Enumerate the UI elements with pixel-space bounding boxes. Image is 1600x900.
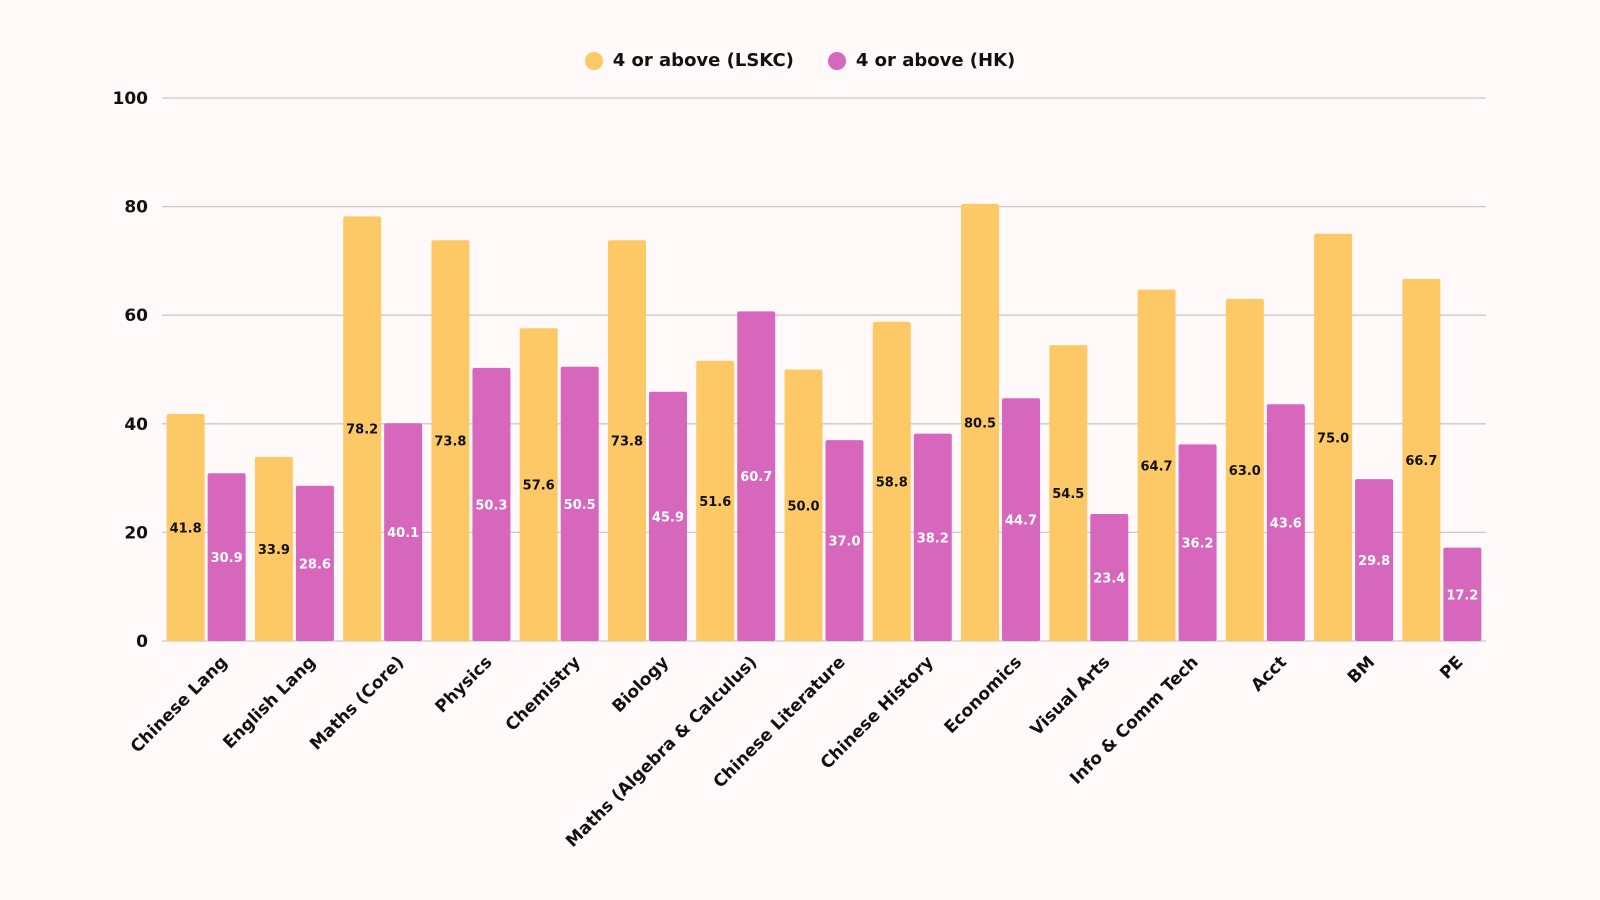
y-tick-label: 0 <box>136 632 148 652</box>
bar-lskc <box>1225 298 1264 641</box>
bar-hk <box>1355 479 1394 641</box>
x-tick-label: Biology <box>608 652 673 717</box>
x-tick-label: Maths (Core) <box>306 652 408 754</box>
x-tick-label: Maths (Algebra & Calculus) <box>562 652 761 851</box>
data-label: 38.2 <box>917 531 949 546</box>
data-label: 60.7 <box>740 470 772 485</box>
bar-lskc <box>1402 278 1441 641</box>
data-label: 75.0 <box>1317 431 1349 446</box>
bar-hk <box>384 423 423 641</box>
x-tick-label: Acct <box>1247 652 1290 695</box>
bar-lskc <box>1049 345 1088 641</box>
data-label: 43.6 <box>1270 517 1302 532</box>
data-label: 50.0 <box>787 499 819 514</box>
bar-hk <box>913 433 952 641</box>
data-label: 58.8 <box>876 475 908 490</box>
data-label: 37.0 <box>828 535 860 550</box>
bar-hk <box>648 391 687 641</box>
data-label: 64.7 <box>1141 459 1173 474</box>
bar-lskc <box>784 369 823 641</box>
bar-hk <box>472 367 511 641</box>
legend-label-lskc: 4 or above (LSKC) <box>612 50 794 71</box>
bar-lskc <box>166 414 205 641</box>
bar-lskc <box>872 321 911 641</box>
x-tick-label: BM <box>1344 652 1379 687</box>
bar-hk <box>1002 398 1041 641</box>
x-tick-label: Chemistry <box>502 652 585 735</box>
bar-lskc <box>1314 233 1353 641</box>
legend-swatch-hk <box>827 51 846 70</box>
bar-lskc <box>343 216 382 641</box>
x-tick-label: Chinese Lang <box>127 652 232 757</box>
data-label: 29.8 <box>1358 554 1390 569</box>
bar-hk <box>1090 513 1129 641</box>
bar-lskc <box>1137 289 1176 641</box>
x-tick-label: Economics <box>941 652 1026 737</box>
data-label: 80.5 <box>964 416 996 431</box>
y-tick-label: 60 <box>124 306 148 326</box>
bar-hk <box>560 366 599 641</box>
bar-hk <box>207 473 246 641</box>
legend: 4 or above (LSKC) 4 or above (HK) <box>0 50 1600 71</box>
y-tick-label: 20 <box>124 523 148 543</box>
data-label: 57.6 <box>523 479 555 494</box>
data-label: 36.2 <box>1182 537 1214 552</box>
data-label: 44.7 <box>1005 514 1037 529</box>
y-tick-label: 40 <box>124 415 148 435</box>
bar-hk <box>737 311 776 641</box>
x-tick-label: PE <box>1436 652 1467 683</box>
data-label: 78.2 <box>346 423 378 438</box>
legend-swatch-lskc <box>584 51 603 70</box>
data-label: 33.9 <box>258 543 290 558</box>
bar-hk <box>825 440 864 641</box>
data-label: 54.5 <box>1052 487 1084 502</box>
y-tick-label: 80 <box>124 198 148 218</box>
data-label: 28.6 <box>299 557 331 572</box>
bar-lskc <box>431 240 470 642</box>
data-label: 45.9 <box>652 510 684 525</box>
legend-label-hk: 4 or above (HK) <box>855 50 1016 71</box>
data-label: 51.6 <box>699 495 731 510</box>
bar-lskc <box>696 360 735 641</box>
bar-hk <box>1266 404 1305 641</box>
data-label: 50.5 <box>564 498 596 513</box>
data-label: 73.8 <box>611 435 643 450</box>
legend-item-lskc: 4 or above (LSKC) <box>584 50 794 71</box>
data-label: 63.0 <box>1229 464 1261 479</box>
bar-hk <box>295 485 334 641</box>
data-label: 50.3 <box>475 498 507 513</box>
x-tick-label: Physics <box>432 652 497 717</box>
data-label: 17.2 <box>1446 588 1478 603</box>
data-label: 30.9 <box>211 551 243 566</box>
data-label: 41.8 <box>170 522 202 537</box>
data-label: 23.4 <box>1093 571 1125 586</box>
data-label: 40.1 <box>387 526 419 541</box>
x-tick-label: English Lang <box>219 652 320 753</box>
x-tick-label: Visual Arts <box>1027 652 1115 740</box>
y-tick-label: 100 <box>113 89 149 109</box>
data-label: 73.8 <box>434 435 466 450</box>
bar-hk <box>1178 444 1217 641</box>
bar-lskc <box>961 203 1000 641</box>
bar-lskc <box>607 240 646 642</box>
data-label: 66.7 <box>1405 454 1437 469</box>
legend-item-hk: 4 or above (HK) <box>827 50 1016 71</box>
bar-lskc <box>519 328 558 641</box>
bar-hk <box>1443 547 1482 641</box>
bar-lskc <box>254 456 293 641</box>
